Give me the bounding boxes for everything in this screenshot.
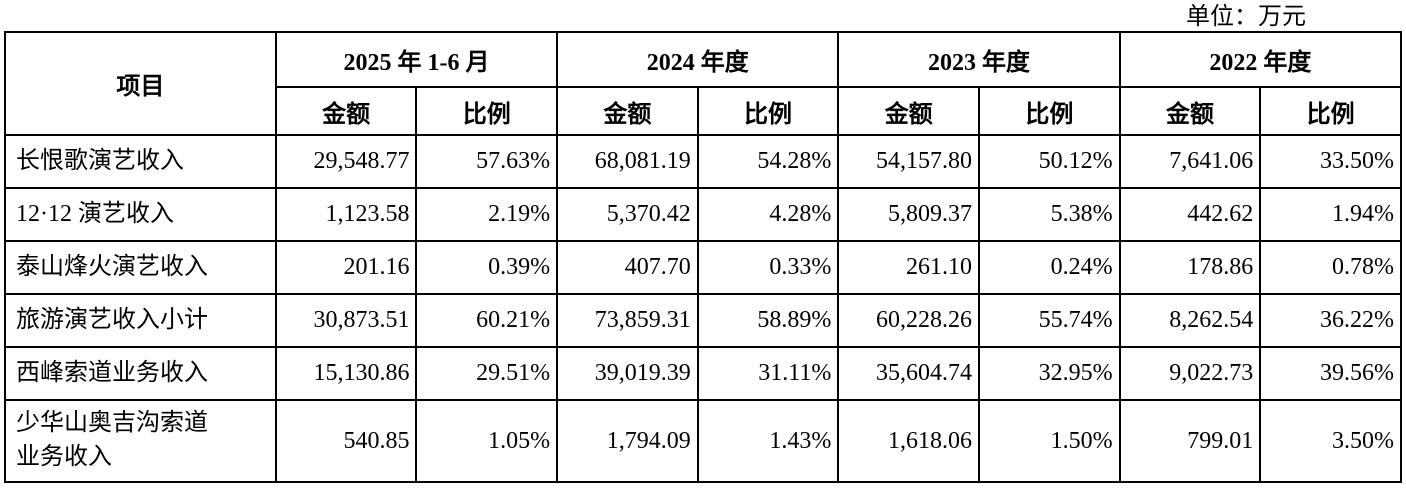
amount-cell: 407.70 [556, 240, 699, 295]
item-cell: 少华山奥吉沟索道 业务收入 [4, 399, 277, 483]
amount-cell: 799.01 [1118, 399, 1262, 483]
ratio-cell: 5.38% [978, 187, 1121, 242]
table-row: 长恨歌演艺收入 29,548.77 57.63% 68,081.19 54.28… [4, 134, 1402, 189]
table-row: 旅游演艺收入小计 30,873.51 60.21% 73,859.31 58.8… [4, 293, 1402, 348]
table-row: 少华山奥吉沟索道 业务收入 540.85 1.05% 1,794.09 1.43… [4, 399, 1402, 483]
ratio-header: 比例 [1259, 86, 1402, 136]
ratio-cell: 36.22% [1259, 293, 1402, 348]
amount-cell: 8,262.54 [1118, 293, 1262, 348]
amount-cell: 39,019.39 [556, 346, 699, 401]
period-header-2024: 2024 年度 [556, 31, 840, 88]
table-row: 12·12 演艺收入 1,123.58 2.19% 5,370.42 4.28%… [4, 187, 1402, 242]
ratio-cell: 0.39% [415, 240, 559, 295]
ratio-header: 比例 [696, 86, 840, 136]
amount-cell: 7,641.06 [1118, 134, 1262, 189]
amount-cell: 35,604.74 [837, 346, 981, 401]
ratio-cell: 0.33% [696, 240, 840, 295]
ratio-cell: 1.50% [978, 399, 1121, 483]
amount-header: 金额 [837, 86, 981, 136]
amount-cell: 29,548.77 [274, 134, 418, 189]
ratio-cell: 57.63% [415, 134, 559, 189]
ratio-cell: 39.56% [1259, 346, 1402, 401]
amount-cell: 201.16 [274, 240, 418, 295]
ratio-cell: 1.94% [1259, 187, 1402, 242]
ratio-cell: 54.28% [696, 134, 840, 189]
amount-cell: 30,873.51 [274, 293, 418, 348]
item-column-header: 项目 [4, 31, 277, 136]
amount-cell: 261.10 [837, 240, 981, 295]
amount-header: 金额 [1118, 86, 1262, 136]
ratio-cell: 60.21% [415, 293, 559, 348]
ratio-cell: 4.28% [696, 187, 840, 242]
amount-cell: 5,370.42 [556, 187, 699, 242]
ratio-cell: 1.05% [415, 399, 559, 483]
ratio-cell: 33.50% [1259, 134, 1402, 189]
amount-cell: 1,123.58 [274, 187, 418, 242]
ratio-cell: 3.50% [1259, 399, 1402, 483]
amount-cell: 15,130.86 [274, 346, 418, 401]
amount-cell: 9,022.73 [1118, 346, 1262, 401]
ratio-cell: 31.11% [696, 346, 840, 401]
amount-cell: 442.62 [1118, 187, 1262, 242]
amount-cell: 68,081.19 [556, 134, 699, 189]
table-row: 泰山烽火演艺收入 201.16 0.39% 407.70 0.33% 261.1… [4, 240, 1402, 295]
ratio-cell: 50.12% [978, 134, 1121, 189]
amount-cell: 54,157.80 [837, 134, 981, 189]
amount-cell: 540.85 [274, 399, 418, 483]
item-cell: 西峰索道业务收入 [4, 346, 277, 401]
period-header-2023: 2023 年度 [837, 31, 1121, 88]
period-header-2022: 2022 年度 [1118, 31, 1403, 88]
ratio-header: 比例 [415, 86, 559, 136]
ratio-cell: 2.19% [415, 187, 559, 242]
amount-cell: 1,618.06 [837, 399, 981, 483]
amount-cell: 60,228.26 [837, 293, 981, 348]
header-row-periods: 项目 2025 年 1-6 月 2024 年度 2023 年度 2022 年度 [4, 31, 1403, 136]
unit-label: 单位：万元 [1186, 4, 1306, 30]
amount-header: 金额 [274, 86, 418, 136]
ratio-cell: 55.74% [978, 293, 1121, 348]
amount-cell: 178.86 [1118, 240, 1262, 295]
amount-cell: 1,794.09 [556, 399, 699, 483]
item-cell: 长恨歌演艺收入 [4, 134, 277, 189]
header-row-subcolumns: 金额 比例 金额 比例 金额 比例 金额 比例 [5, 86, 1402, 136]
ratio-header: 比例 [978, 86, 1121, 136]
amount-cell: 5,809.37 [837, 187, 981, 242]
table-row: 西峰索道业务收入 15,130.86 29.51% 39,019.39 31.1… [4, 346, 1402, 401]
ratio-cell: 32.95% [978, 346, 1121, 401]
ratio-cell: 0.78% [1259, 240, 1402, 295]
amount-header: 金额 [556, 86, 699, 136]
period-header-2025: 2025 年 1-6 月 [274, 31, 559, 88]
ratio-cell: 1.43% [696, 399, 840, 483]
item-cell: 12·12 演艺收入 [4, 187, 277, 242]
item-cell: 旅游演艺收入小计 [4, 293, 277, 348]
item-cell: 泰山烽火演艺收入 [4, 240, 277, 295]
revenue-breakdown-table: 项目 2025 年 1-6 月 2024 年度 2023 年度 2022 年度 … [4, 31, 1403, 483]
amount-cell: 73,859.31 [556, 293, 699, 348]
ratio-cell: 29.51% [415, 346, 559, 401]
ratio-cell: 58.89% [696, 293, 840, 348]
ratio-cell: 0.24% [978, 240, 1121, 295]
